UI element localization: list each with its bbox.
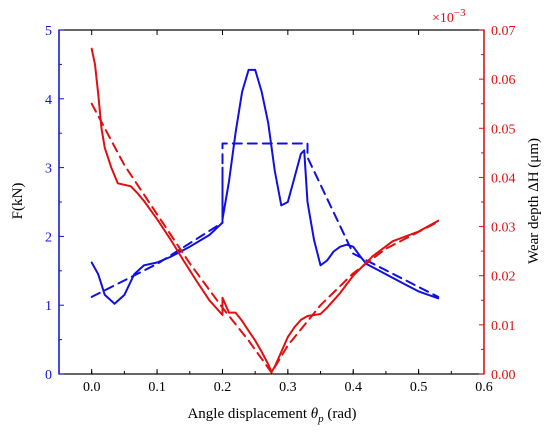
y-right-tick-label: 0.05 [491, 122, 516, 137]
y-left-tick-label: 5 [45, 24, 52, 39]
x-tick-label: 0.1 [148, 380, 166, 395]
y-axis-right-label: Wear depth ΔH (μm) [526, 138, 542, 264]
series-layer [90, 47, 440, 374]
y-right-tick-label: 0.04 [491, 171, 516, 186]
y-right-tick-label: 0.03 [491, 221, 516, 236]
y-left-tick-label: 0 [45, 368, 52, 383]
y-axis-left-label: F(kN) [10, 183, 26, 220]
right-axis-multiplier: ×10−3 [432, 7, 466, 26]
x-tick-label: 0.4 [344, 380, 362, 395]
force-dashed-line [90, 142, 440, 298]
x-axis-label-post: (rad) [324, 406, 357, 422]
y-right-tick-label: 0.02 [491, 270, 516, 285]
wear-solid-line [90, 47, 440, 373]
force-solid-line [90, 68, 440, 305]
right-axis-multiplier-exponent: −3 [454, 7, 466, 19]
y-right-tick-label: 0.07 [491, 24, 516, 39]
x-axis-label-subscript: p [317, 413, 324, 425]
x-axis-label-theta: θ [311, 406, 319, 422]
y-right-tick-label: 0.01 [491, 319, 516, 334]
y-left-tick-label: 1 [45, 299, 52, 314]
right-axis-multiplier-base: ×10 [432, 11, 454, 26]
y-left-tick-label: 2 [45, 230, 52, 245]
x-tick-label: 0.2 [214, 380, 232, 395]
wear-dashed-line [90, 102, 440, 374]
y-left-tick-label: 3 [45, 162, 52, 177]
x-tick-label: 0.3 [279, 380, 297, 395]
x-tick-label: 0.0 [83, 380, 101, 395]
y-right-tick-label: 0.06 [491, 73, 516, 88]
axes-layer: 0.0 0.1 0.2 0.3 0.4 0.5 0.6 0 1 2 3 4 5 0.00 0.01 0.02 0… [45, 24, 516, 395]
y-right-tick-label: 0.00 [491, 368, 516, 383]
x-tick-label: 0.6 [475, 380, 493, 395]
x-axis-label-pre: Angle displacement [187, 406, 310, 422]
x-axis-label: Angle displacement θp (rad) [187, 406, 356, 425]
x-tick-label: 0.5 [410, 380, 428, 395]
y-left-tick-label: 4 [45, 93, 52, 108]
